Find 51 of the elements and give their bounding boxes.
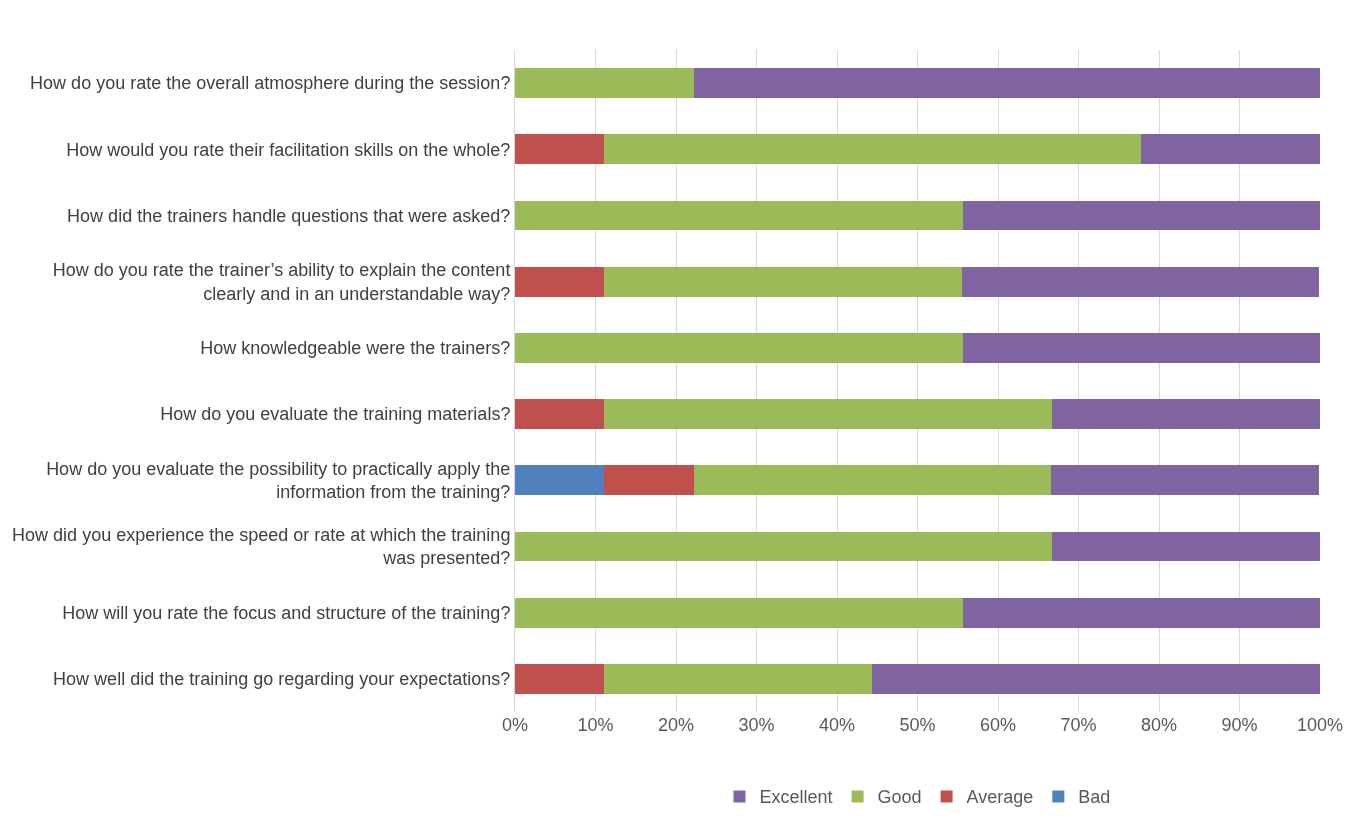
y-tick-label: How do you rate the overall atmosphere during the session?: [30, 73, 511, 94]
bar: [604, 465, 694, 496]
legend-label: Average: [966, 787, 1034, 808]
bar: [962, 597, 1320, 628]
bar: [515, 399, 605, 429]
bar: [693, 465, 1052, 496]
legend-label: Bad: [1078, 787, 1111, 808]
bar: [872, 664, 1320, 694]
y-tick-label: How do you rate the trainer’s ability to explain the content clearly and in an understandable way?: [52, 260, 511, 304]
y-tick-label: How knowledgeable were the trainers?: [200, 338, 511, 359]
bar: [962, 200, 1320, 231]
bar: [962, 333, 1320, 363]
x-tick-label: 100%: [1296, 715, 1344, 735]
bar: [515, 664, 605, 694]
bar: [604, 266, 962, 297]
y-tick-label: How do you evaluate the possibility to practically apply the information from the training?: [46, 458, 511, 503]
y-tick-label: How did the trainers handle questions that were asked?: [67, 205, 511, 226]
x-tick-label: 60%: [979, 715, 1017, 735]
bar: [693, 68, 1320, 98]
bar: [515, 266, 605, 297]
bar: [515, 597, 963, 628]
legend-label: Excellent: [759, 787, 833, 808]
bar: [961, 266, 1320, 297]
x-tick-label: 30%: [738, 715, 775, 735]
bar: [604, 134, 1142, 165]
bar: [515, 333, 963, 363]
x-tick-label: 70%: [1060, 715, 1097, 735]
x-tick-label: 20%: [657, 715, 695, 735]
legend-label: Good: [877, 787, 922, 808]
y-tick-label: How would you rate their facilitation skills on the whole?: [66, 139, 511, 160]
bar: [1051, 399, 1320, 429]
x-tick-label: 40%: [818, 715, 856, 735]
bar: [1051, 531, 1320, 562]
bar: [1051, 465, 1320, 496]
y-tick-label: How will you rate the focus and structure of the training?: [62, 603, 511, 623]
bar: [604, 399, 1052, 429]
bar: [515, 465, 605, 496]
y-tick-label: How well did the training go regarding your expectations?: [53, 669, 511, 690]
y-tick-label: How did you experience the speed or rate at which the training was presented?: [12, 525, 511, 569]
x-tick-label: 50%: [899, 715, 936, 735]
bar: [604, 664, 873, 694]
y-tick-label: How do you evaluate the training materials?: [160, 404, 511, 425]
bar: [515, 134, 605, 165]
bar: [1141, 134, 1320, 165]
x-tick-label: 0%: [501, 715, 529, 735]
x-tick-label: 10%: [577, 715, 614, 735]
bar: [515, 68, 694, 98]
x-tick-label: 80%: [1140, 715, 1178, 735]
bar: [515, 531, 1052, 562]
x-tick-label: 90%: [1221, 715, 1258, 735]
bar: [515, 200, 963, 231]
